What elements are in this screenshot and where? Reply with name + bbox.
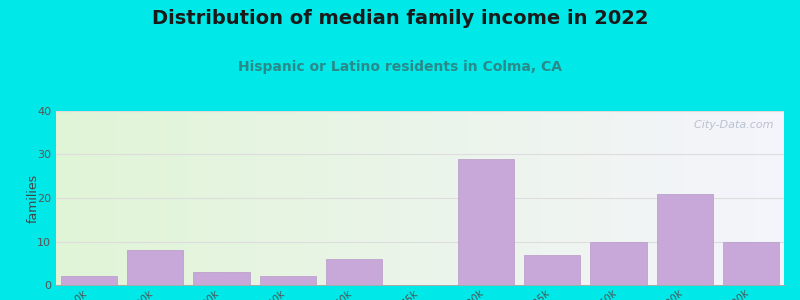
Text: Distribution of median family income in 2022: Distribution of median family income in … bbox=[152, 9, 648, 28]
Bar bbox=[259, 276, 316, 285]
Bar bbox=[458, 159, 514, 285]
Bar bbox=[326, 259, 382, 285]
Bar bbox=[194, 272, 250, 285]
Bar bbox=[61, 276, 118, 285]
Bar bbox=[127, 250, 183, 285]
Bar bbox=[590, 242, 646, 285]
Text: Hispanic or Latino residents in Colma, CA: Hispanic or Latino residents in Colma, C… bbox=[238, 60, 562, 74]
Bar bbox=[657, 194, 713, 285]
Bar bbox=[722, 242, 779, 285]
Y-axis label: families: families bbox=[26, 173, 39, 223]
Bar bbox=[524, 254, 581, 285]
Text: City-Data.com: City-Data.com bbox=[686, 120, 773, 130]
